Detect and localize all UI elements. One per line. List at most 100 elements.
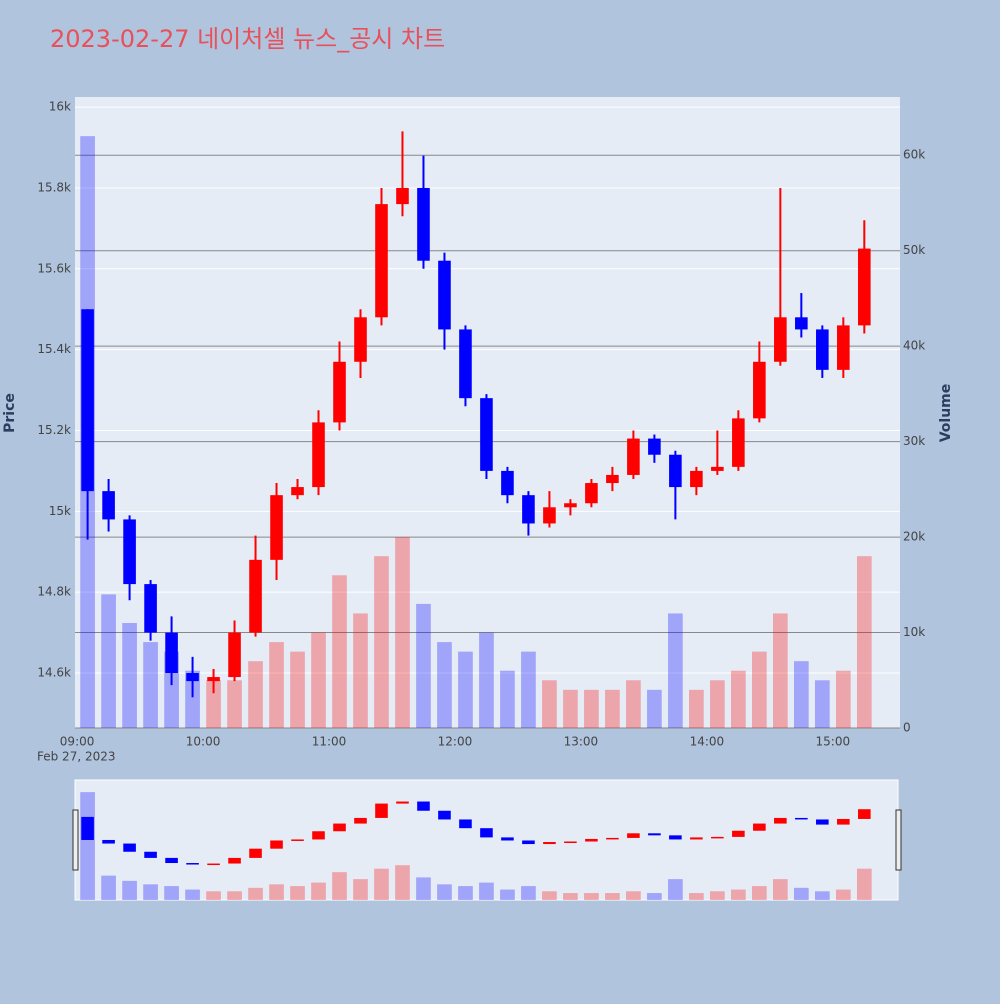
chart-title: 2023-02-27 네이처셀 뉴스_공시 차트 [50, 25, 445, 53]
slider-candle [375, 803, 388, 818]
candle-body [774, 317, 787, 362]
volume-bar [647, 689, 662, 728]
candle-body [648, 438, 661, 455]
range-handle-right[interactable] [895, 809, 902, 871]
slider-volume-bar [521, 886, 536, 900]
volume-bar [290, 651, 305, 728]
slider-candle [165, 857, 178, 864]
volume-bar [772, 613, 788, 728]
y-tick-label: 16k [49, 100, 71, 114]
slider-volume-bar [353, 879, 368, 900]
volume-bar [374, 556, 389, 728]
slider-candle [207, 863, 220, 866]
slider-candle [291, 839, 304, 841]
y-tick-label: 15.8k [37, 180, 71, 194]
slider-candle [417, 801, 430, 811]
candle-body [291, 487, 304, 496]
slider-volume-bar [647, 893, 662, 900]
y2-tick-label: 10k [903, 625, 925, 639]
y2-tick-label: 60k [903, 148, 925, 162]
volume-bar [856, 556, 872, 728]
volume-bar [437, 642, 452, 728]
y-axis-title: Price [2, 393, 18, 433]
candle-body [186, 673, 199, 682]
volume-bar [605, 689, 620, 728]
slider-volume-bar [605, 893, 620, 900]
volume-bar [793, 661, 809, 728]
candle-body [795, 317, 808, 330]
range-slider[interactable] [74, 779, 899, 901]
candle-body [417, 187, 430, 261]
y2-tick-label: 0 [903, 721, 911, 735]
slider-candle [669, 835, 682, 840]
x-tick-label: 14:00 [690, 735, 725, 749]
slider-candle [186, 863, 199, 865]
slider-volume-bar [416, 877, 431, 900]
slider-volume-bar [752, 886, 767, 900]
slider-volume-bar [227, 891, 242, 900]
slider-volume-bar [80, 792, 95, 900]
range-handle-left[interactable] [72, 809, 79, 871]
slider-volume-bar [395, 865, 410, 900]
volume-bar [521, 651, 536, 728]
x-tick-label: 13:00 [564, 735, 599, 749]
slider-volume-bar [101, 875, 116, 900]
x-tick-label: 11:00 [312, 735, 347, 749]
slider-candle [774, 817, 787, 824]
slider-candle [480, 828, 493, 838]
y2-tick-label: 20k [903, 530, 925, 544]
candle-body [690, 470, 703, 488]
y-tick-label: 15.2k [37, 423, 71, 437]
slider-volume-bar [814, 891, 830, 900]
volume-bar [332, 575, 347, 728]
slider-candle [312, 831, 325, 840]
slider-volume-bar [500, 889, 515, 900]
slider-volume-bar [689, 893, 704, 900]
slider-volume-bar [563, 893, 578, 900]
volume-bar [311, 632, 326, 728]
volume-bar [731, 670, 746, 728]
candle-body [270, 495, 283, 560]
x-tick-label: 15:00 [816, 735, 851, 749]
candle-body [501, 470, 514, 496]
candle-body [837, 325, 850, 370]
slider-candle [753, 823, 766, 831]
slider-candle [711, 836, 724, 839]
slider-candle [816, 819, 829, 825]
slider-volume-bar [311, 882, 326, 900]
slider-candle [333, 823, 346, 832]
candle-body [627, 438, 640, 475]
slider-volume-bar [584, 893, 599, 900]
y2-tick-label: 50k [903, 243, 925, 257]
candle-body [207, 677, 220, 682]
slider-volume-bar [164, 886, 179, 900]
candle-body [585, 483, 598, 504]
slider-volume-bar [290, 886, 305, 900]
candle-body [165, 632, 178, 674]
y-tick-label: 15.4k [37, 342, 71, 356]
slider-candle [564, 841, 577, 844]
slider-volume-bar [835, 889, 851, 900]
y2-axis-title: Volume [938, 384, 954, 443]
slider-candle [459, 819, 472, 829]
slider-volume-bar [269, 884, 284, 900]
candle-body [732, 418, 745, 467]
slider-volume-bar [793, 887, 809, 900]
slider-candle [249, 848, 262, 858]
slider-candle [606, 837, 619, 840]
volume-bar [269, 642, 284, 728]
slider-volume-bar [458, 886, 473, 900]
volume-bar [563, 689, 578, 728]
volume-bar [689, 689, 704, 728]
volume-bar [248, 661, 263, 728]
slider-volume-bar [772, 879, 788, 900]
y-tick-label: 15.6k [37, 261, 71, 275]
x-tick-label: 09:00 [60, 735, 95, 749]
slider-volume-bar [122, 880, 137, 900]
volume-bar [227, 680, 242, 728]
volume-bar [814, 680, 830, 728]
slider-candle [102, 839, 115, 844]
candle-body [711, 466, 724, 471]
volume-bar [143, 642, 158, 728]
volume-bar [101, 594, 116, 728]
